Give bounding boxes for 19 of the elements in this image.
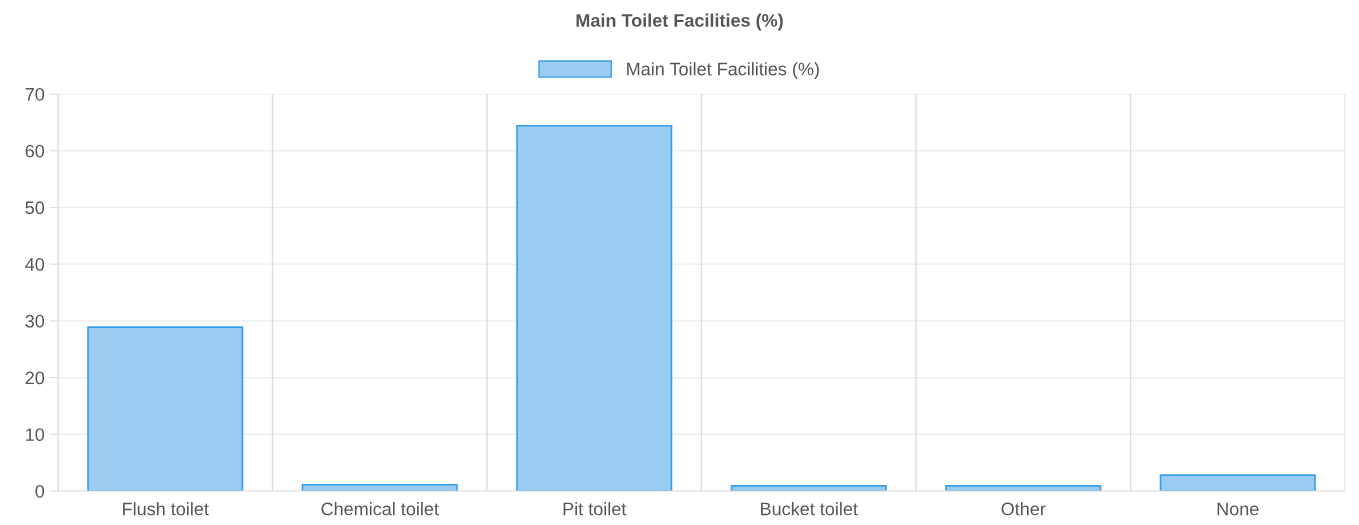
y-tick-label: 20 xyxy=(25,371,45,385)
x-tick-label: Flush toilet xyxy=(123,502,209,516)
x-tick-label: Pit toilet xyxy=(563,502,627,516)
y-tick-label: 0 xyxy=(35,484,45,498)
bar xyxy=(87,326,244,491)
y-tick-label: 10 xyxy=(26,428,45,442)
bar xyxy=(1159,474,1316,491)
y-tick-label: 70 xyxy=(25,87,45,101)
chart-title: Main Toilet Facilities (%) xyxy=(576,13,783,31)
legend-label: Main Toilet Facilities (%) xyxy=(627,62,819,79)
bar xyxy=(516,124,673,491)
x-tick-label: Chemical toilet xyxy=(321,502,439,516)
x-tick-label: None xyxy=(1217,502,1259,516)
y-tick-label: 30 xyxy=(25,314,45,328)
y-tick-label: 40 xyxy=(25,258,45,271)
y-tick-label: 60 xyxy=(25,144,45,158)
y-tick-label: 50 xyxy=(25,201,45,215)
x-tick-label: Bucket toilet xyxy=(761,502,858,516)
x-tick-label: Other xyxy=(1001,502,1046,516)
